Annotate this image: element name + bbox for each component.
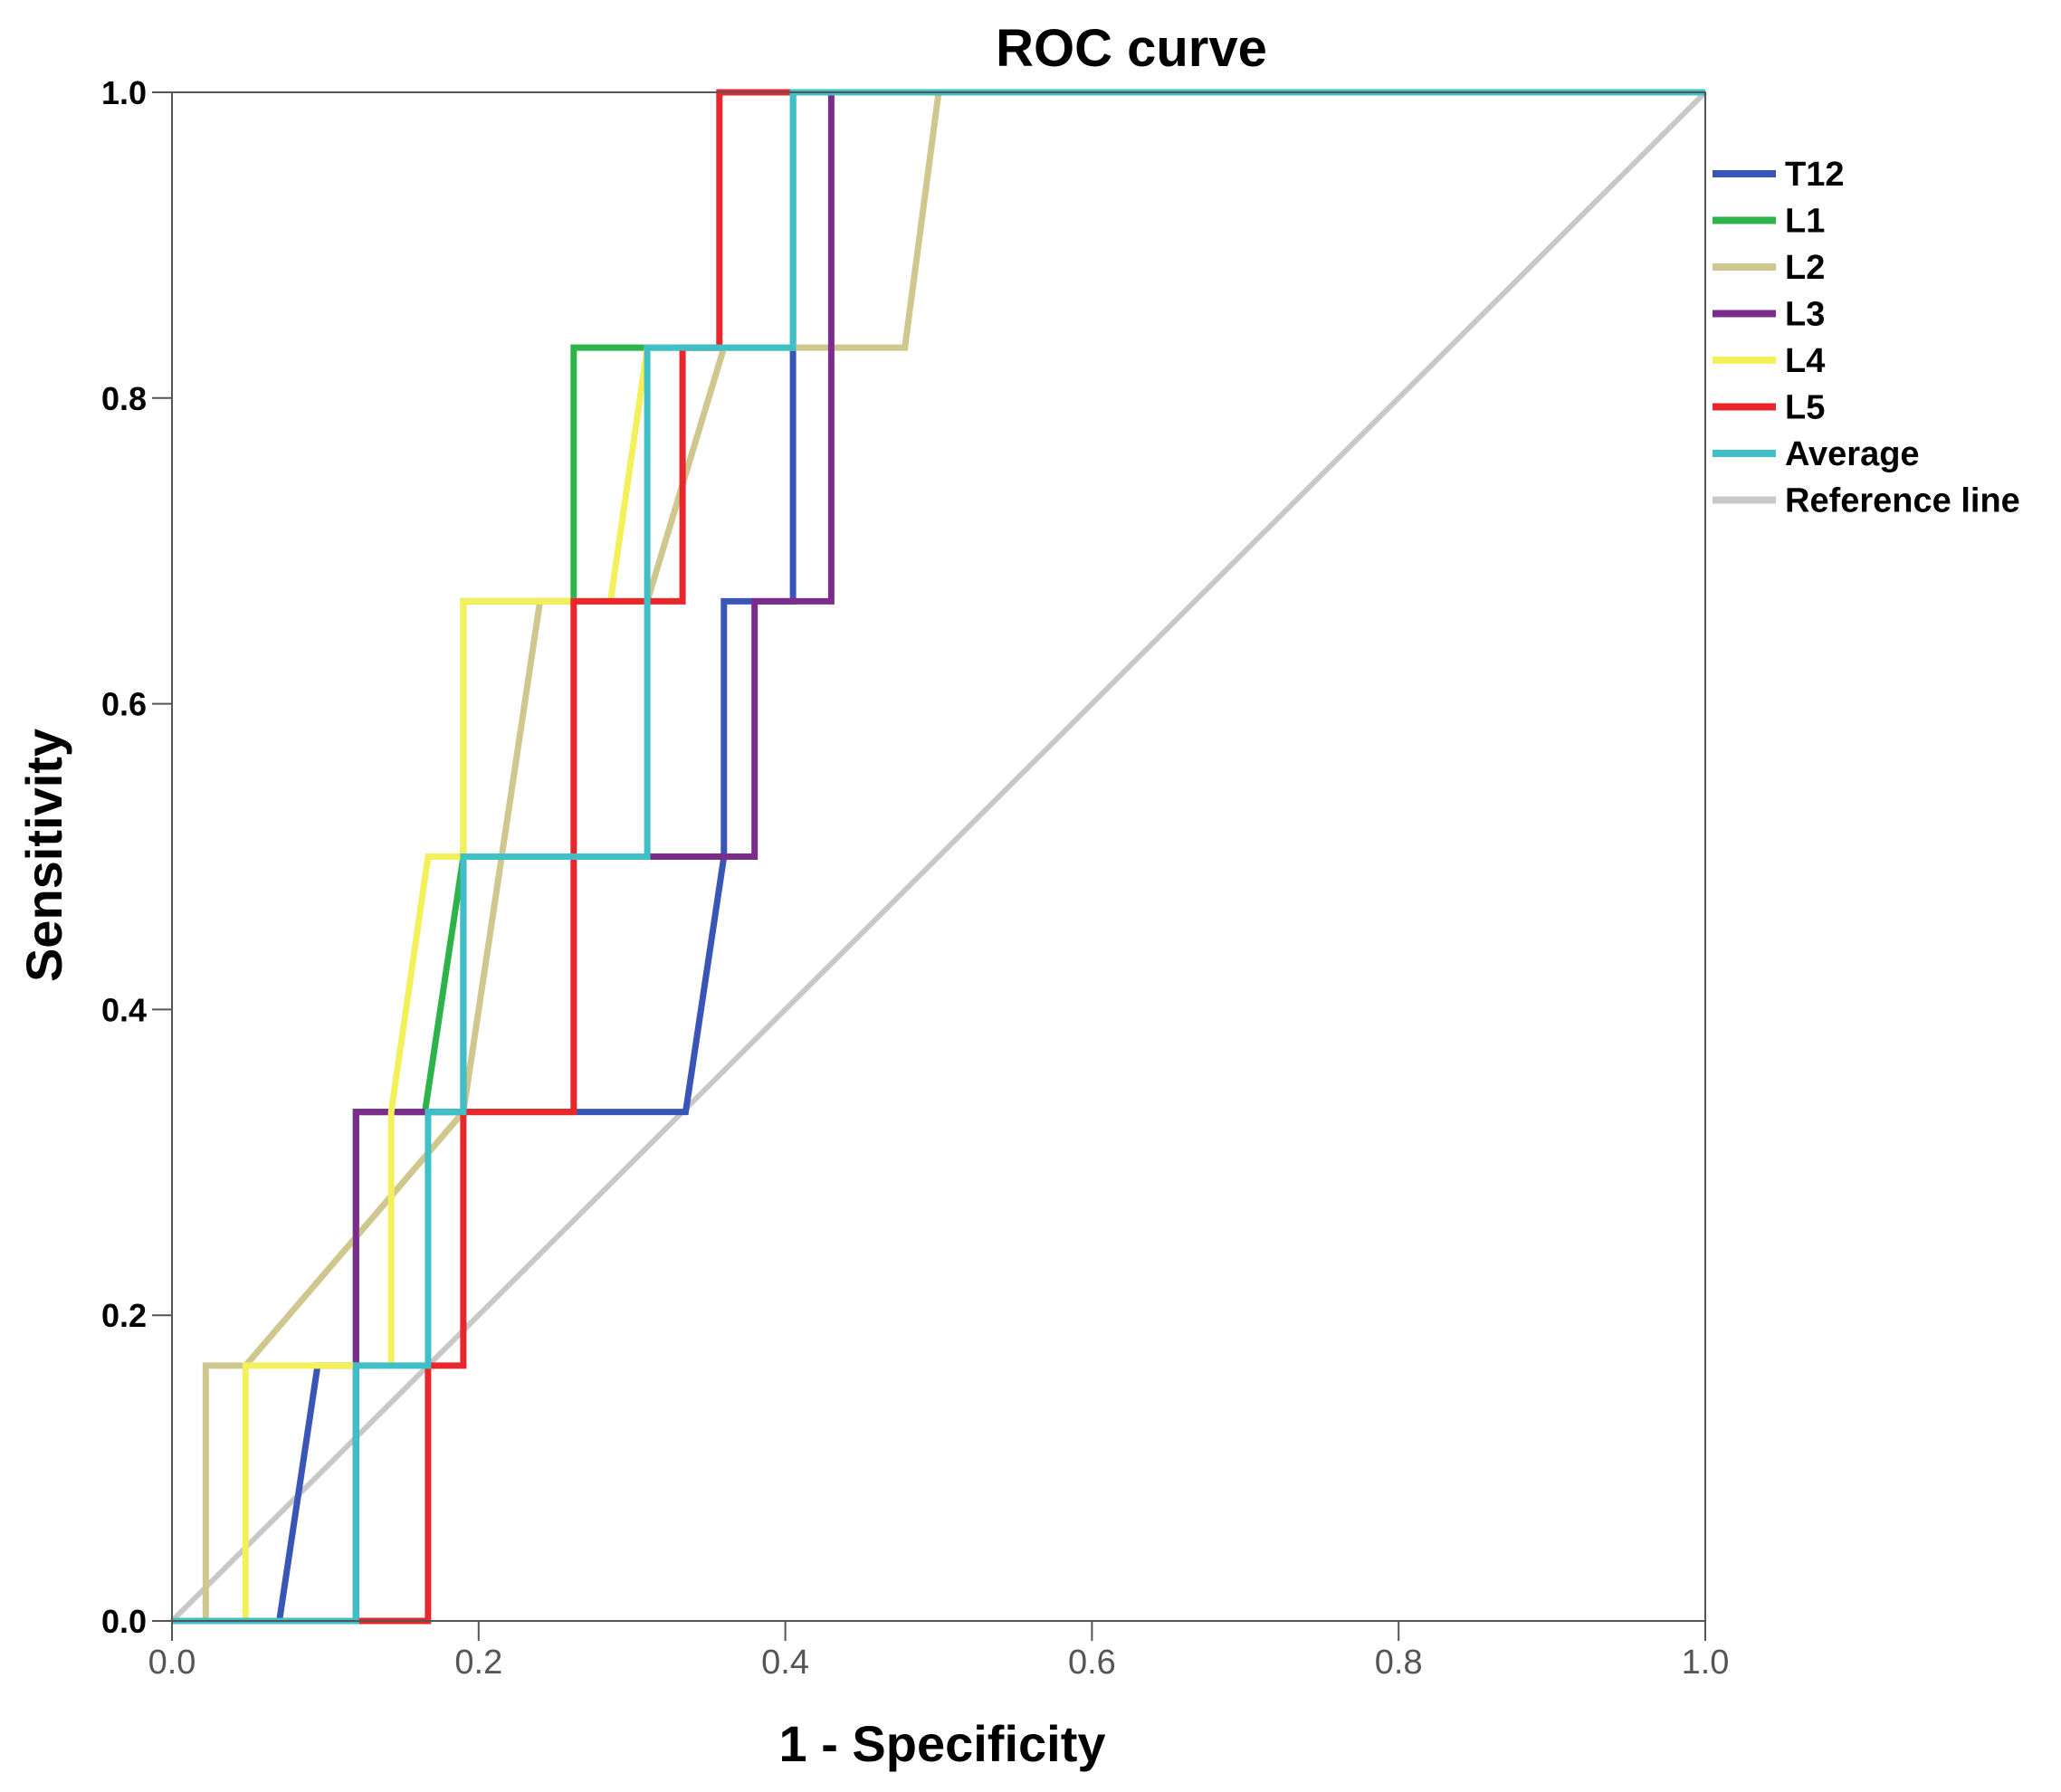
y-tick-label: 0.2 <box>101 1297 147 1334</box>
x-axis-label: 1 - Specificity <box>778 1715 1105 1772</box>
series-line-reference-line <box>169 90 1708 1624</box>
chart-title: ROC curve <box>996 19 1267 78</box>
legend-label-l3: L3 <box>1785 296 1825 334</box>
legend-label-reference-line: Reference line <box>1785 482 2020 520</box>
x-tick-label: 0.4 <box>761 1644 809 1682</box>
legend-label-l4: L4 <box>1785 342 1825 380</box>
x-tick-label: 1.0 <box>1682 1644 1730 1682</box>
legend-label-average: Average <box>1785 435 1920 473</box>
series-line-average <box>172 89 1705 1625</box>
y-axis-label: Sensitivity <box>15 729 72 982</box>
x-tick-label: 0.6 <box>1068 1644 1116 1682</box>
legend-label-l1: L1 <box>1785 203 1825 241</box>
y-tick-label: 0.4 <box>101 991 147 1028</box>
y-tick-label: 0.0 <box>101 1603 147 1640</box>
legend: T12 L1 L2 L3 L4 L5 Average Reference line <box>1713 156 2020 520</box>
y-tick-label: 1.0 <box>101 74 147 111</box>
y-tick-label: 0.6 <box>101 686 147 723</box>
x-tick-label: 0.8 <box>1375 1644 1423 1682</box>
x-tick-label: 0.0 <box>148 1644 196 1682</box>
plot-frame <box>171 91 1706 1622</box>
y-tick-label: 0.8 <box>101 380 147 417</box>
legend-label-l2: L2 <box>1785 249 1825 287</box>
legend-label-l5: L5 <box>1785 389 1825 427</box>
x-tick-label: 0.2 <box>454 1644 502 1682</box>
axis-layer: 0.0 0.2 0.4 0.6 0.8 1.0 0.0 0.2 0.4 0.6 0.8 1.0 <box>101 74 1729 1682</box>
legend-label-t12: T12 <box>1785 156 1844 194</box>
series-layer <box>169 89 1708 1625</box>
